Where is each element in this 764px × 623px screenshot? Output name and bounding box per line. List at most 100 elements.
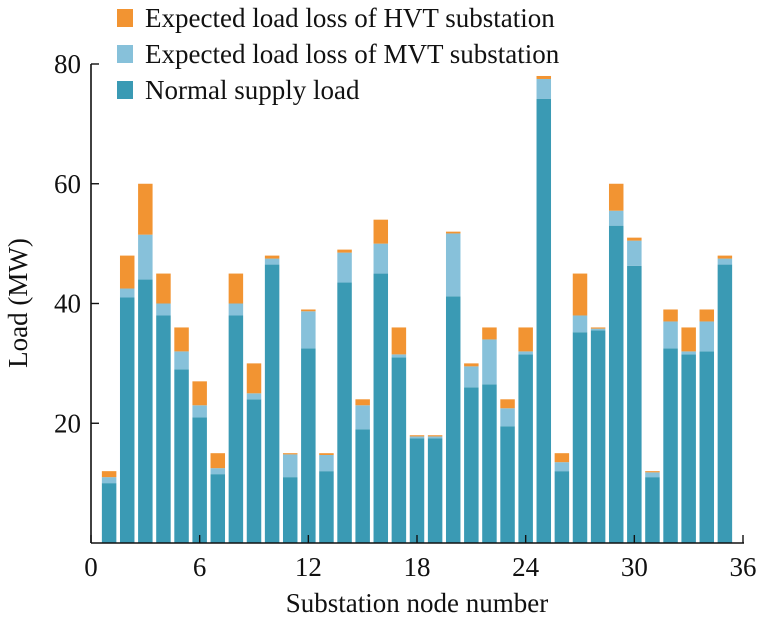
bar-node-24-series-2 bbox=[518, 351, 533, 355]
bar-node-5-series-3 bbox=[174, 327, 189, 352]
bar-node-18-series-2 bbox=[409, 436, 425, 439]
bar-node-16-series-3 bbox=[373, 219, 389, 244]
legend-swatch-2 bbox=[117, 45, 133, 63]
bar-node-33-series-2 bbox=[681, 351, 696, 355]
bar-node-4-series-2 bbox=[156, 303, 171, 316]
x-axis-title: Substation node number bbox=[286, 588, 548, 618]
bar-node-12-series-1 bbox=[301, 348, 316, 543]
bar-node-31-series-2 bbox=[645, 472, 660, 478]
bar-node-32-series-3 bbox=[663, 309, 678, 322]
bar-node-25-series-3 bbox=[536, 75, 552, 79]
bar-node-22-series-3 bbox=[482, 327, 497, 340]
bar-node-3-series-2 bbox=[138, 234, 153, 280]
legend-swatch-1 bbox=[117, 9, 133, 27]
bar-node-22-series-2 bbox=[482, 339, 497, 385]
bar-node-27-series-2 bbox=[572, 315, 588, 333]
bar-node-30-series-1 bbox=[627, 265, 642, 543]
bar-node-19-series-3 bbox=[427, 435, 443, 437]
y-tick-label-40: 40 bbox=[54, 289, 81, 319]
x-tick-label-0: 0 bbox=[84, 552, 98, 582]
bar-node-17-series-2 bbox=[391, 354, 407, 358]
x-tick-label-6: 6 bbox=[193, 552, 207, 582]
bar-node-31-series-1 bbox=[645, 477, 660, 543]
bar-node-22-series-1 bbox=[482, 384, 497, 543]
y-axis-title: Load (MW) bbox=[3, 238, 33, 368]
bar-node-33-series-1 bbox=[681, 354, 696, 543]
bar-node-8-series-1 bbox=[228, 315, 244, 543]
bar-node-8-series-2 bbox=[228, 303, 244, 316]
bar-node-2-series-1 bbox=[119, 297, 135, 543]
bar-node-20-series-2 bbox=[445, 233, 461, 297]
bar-node-9-series-2 bbox=[246, 393, 262, 400]
bars-group bbox=[101, 75, 733, 544]
bar-node-34-series-2 bbox=[699, 321, 715, 352]
bar-node-11-series-1 bbox=[282, 477, 298, 543]
legend-swatch-3 bbox=[117, 81, 133, 99]
bar-node-10-series-3 bbox=[264, 255, 280, 259]
bar-node-26-series-1 bbox=[554, 471, 570, 543]
bar-node-10-series-1 bbox=[264, 264, 280, 543]
y-tick-label-20: 20 bbox=[54, 408, 81, 438]
bar-node-6-series-1 bbox=[192, 417, 207, 543]
bar-node-25-series-2 bbox=[536, 78, 552, 99]
bar-node-1-series-3 bbox=[101, 471, 117, 478]
bar-node-23-series-1 bbox=[500, 426, 515, 543]
bar-node-18-series-1 bbox=[409, 438, 425, 543]
ticks-group: 0 6 12 18 24 30 36 20 40 60 80 bbox=[54, 49, 757, 582]
bar-node-31-series-3 bbox=[645, 471, 660, 473]
bar-node-28-series-3 bbox=[590, 327, 606, 329]
bar-node-15-series-1 bbox=[355, 429, 370, 543]
bar-node-20-series-3 bbox=[445, 231, 461, 234]
bar-node-18-series-3 bbox=[409, 435, 425, 437]
bar-node-13-series-3 bbox=[319, 453, 334, 455]
bar-node-29-series-2 bbox=[608, 210, 624, 226]
bar-node-8-series-3 bbox=[228, 273, 244, 304]
bar-node-1-series-1 bbox=[101, 483, 117, 544]
bar-node-11-series-3 bbox=[282, 453, 298, 455]
legend-label-2: Expected load loss of MVT substation bbox=[145, 39, 560, 69]
bar-node-19-series-1 bbox=[427, 438, 443, 543]
bar-node-21-series-2 bbox=[464, 366, 479, 388]
bar-node-7-series-3 bbox=[210, 453, 226, 469]
bar-node-17-series-3 bbox=[391, 327, 407, 355]
x-tick-label-18: 18 bbox=[404, 552, 431, 582]
bar-node-21-series-3 bbox=[464, 363, 479, 367]
bar-node-24-series-3 bbox=[518, 327, 533, 352]
x-tick-label-36: 36 bbox=[730, 552, 757, 582]
bar-node-13-series-1 bbox=[319, 471, 334, 543]
bar-node-32-series-1 bbox=[663, 348, 678, 543]
x-tick-label-24: 24 bbox=[512, 552, 540, 582]
bar-node-10-series-2 bbox=[264, 258, 280, 265]
bar-node-29-series-1 bbox=[608, 225, 624, 543]
bar-node-28-series-1 bbox=[590, 330, 606, 543]
bar-node-26-series-2 bbox=[554, 462, 570, 472]
bar-node-27-series-1 bbox=[572, 332, 588, 543]
bar-node-30-series-2 bbox=[627, 240, 642, 266]
bar-node-14-series-1 bbox=[337, 282, 352, 543]
bar-node-6-series-3 bbox=[192, 381, 207, 406]
bar-node-28-series-2 bbox=[590, 328, 606, 331]
bar-node-9-series-1 bbox=[246, 399, 262, 543]
bar-node-7-series-1 bbox=[210, 474, 226, 543]
bar-node-16-series-1 bbox=[373, 273, 389, 543]
bar-node-34-series-1 bbox=[699, 351, 715, 543]
bar-node-20-series-1 bbox=[445, 296, 461, 543]
bar-node-30-series-3 bbox=[627, 237, 642, 241]
bar-node-24-series-1 bbox=[518, 354, 533, 543]
x-tick-label-12: 12 bbox=[295, 552, 322, 582]
y-tick-label-80: 80 bbox=[54, 49, 81, 79]
bar-node-12-series-2 bbox=[301, 311, 316, 349]
bar-node-17-series-1 bbox=[391, 357, 407, 543]
bar-node-6-series-2 bbox=[192, 405, 207, 418]
bar-node-4-series-1 bbox=[156, 315, 171, 543]
bar-node-29-series-3 bbox=[608, 183, 624, 211]
bar-node-21-series-1 bbox=[464, 387, 479, 543]
y-tick-label-60: 60 bbox=[54, 169, 81, 199]
bar-node-14-series-2 bbox=[337, 252, 352, 283]
bar-node-27-series-3 bbox=[572, 273, 588, 316]
bar-node-14-series-3 bbox=[337, 249, 352, 253]
bar-node-5-series-1 bbox=[174, 369, 189, 543]
bar-node-19-series-2 bbox=[427, 436, 443, 439]
bar-node-2-series-2 bbox=[119, 288, 135, 298]
legend: Expected load loss of HVT substation Expe… bbox=[117, 3, 560, 105]
